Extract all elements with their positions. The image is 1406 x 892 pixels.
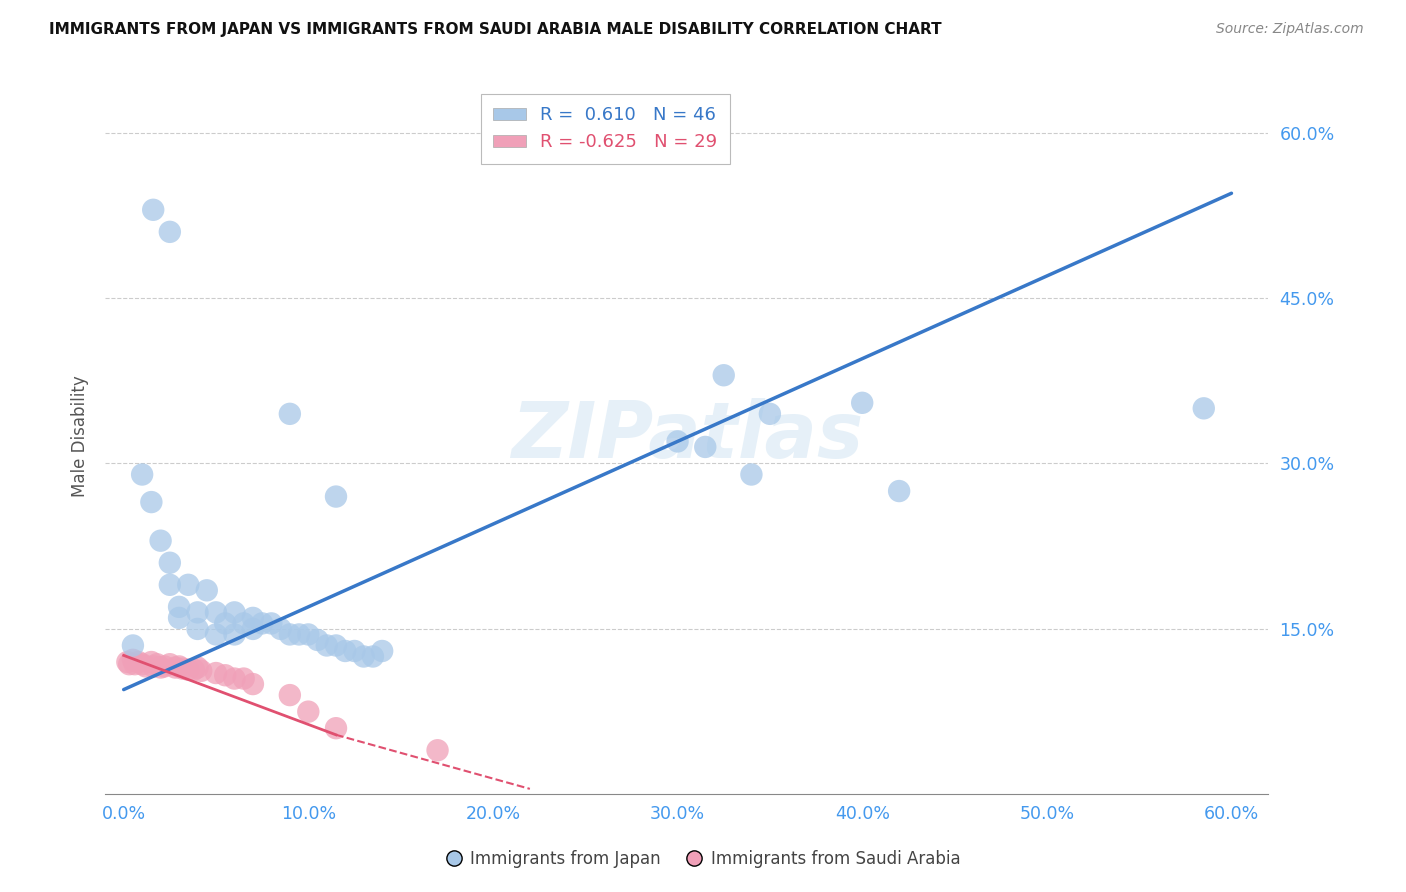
Point	[159, 225, 181, 239]
Point	[142, 202, 165, 217]
Point	[335, 644, 357, 658]
Point	[195, 583, 218, 598]
Point	[118, 657, 141, 672]
Point	[713, 368, 735, 383]
Point	[250, 616, 273, 631]
Point	[361, 649, 384, 664]
Point	[278, 407, 301, 421]
Point	[159, 556, 181, 570]
Point	[177, 578, 200, 592]
Point	[740, 467, 762, 482]
Point	[131, 657, 153, 672]
Point	[186, 660, 208, 674]
Point	[177, 663, 200, 677]
Point	[759, 407, 782, 421]
Point	[122, 639, 145, 653]
Y-axis label: Male Disability: Male Disability	[72, 375, 89, 497]
Point	[167, 659, 190, 673]
Text: Source: ZipAtlas.com: Source: ZipAtlas.com	[1216, 22, 1364, 37]
Point	[1192, 401, 1215, 416]
Point	[141, 495, 163, 509]
Point	[141, 655, 163, 669]
Point	[242, 622, 264, 636]
Point	[325, 490, 347, 504]
Point	[343, 644, 366, 658]
Legend: R =  0.610   N = 46, R = -0.625   N = 29: R = 0.610 N = 46, R = -0.625 N = 29	[481, 94, 730, 164]
Point	[205, 666, 228, 681]
Point	[242, 677, 264, 691]
Point	[353, 649, 375, 664]
Point	[242, 611, 264, 625]
Point	[224, 627, 246, 641]
Text: IMMIGRANTS FROM JAPAN VS IMMIGRANTS FROM SAUDI ARABIA MALE DISABILITY CORRELATIO: IMMIGRANTS FROM JAPAN VS IMMIGRANTS FROM…	[49, 22, 942, 37]
Point	[149, 660, 172, 674]
Point	[214, 616, 236, 631]
Point	[325, 639, 347, 653]
Point	[183, 663, 205, 677]
Point	[278, 688, 301, 702]
Point	[232, 616, 254, 631]
Point	[153, 659, 176, 673]
Point	[371, 644, 394, 658]
Point	[159, 657, 181, 672]
Point	[205, 606, 228, 620]
Point	[205, 627, 228, 641]
Point	[124, 657, 146, 672]
Point	[122, 653, 145, 667]
Point	[695, 440, 717, 454]
Point	[167, 611, 190, 625]
Point	[135, 659, 157, 673]
Point	[117, 655, 139, 669]
Point	[232, 672, 254, 686]
Point	[186, 606, 208, 620]
Point	[190, 664, 212, 678]
Point	[165, 660, 187, 674]
Point	[666, 434, 689, 449]
Point	[297, 627, 319, 641]
Point	[260, 616, 283, 631]
Point	[426, 743, 449, 757]
Point	[887, 484, 910, 499]
Legend: Immigrants from Japan, Immigrants from Saudi Arabia: Immigrants from Japan, Immigrants from S…	[439, 844, 967, 875]
Point	[172, 662, 194, 676]
Point	[315, 639, 337, 653]
Point	[149, 533, 172, 548]
Point	[167, 599, 190, 614]
Point	[307, 632, 329, 647]
Point	[224, 606, 246, 620]
Point	[278, 627, 301, 641]
Point	[159, 578, 181, 592]
Point	[142, 659, 165, 673]
Point	[325, 721, 347, 735]
Point	[131, 467, 153, 482]
Point	[214, 668, 236, 682]
Point	[851, 396, 873, 410]
Point	[224, 672, 246, 686]
Point	[297, 705, 319, 719]
Point	[146, 657, 169, 672]
Point	[270, 622, 292, 636]
Point	[127, 655, 149, 669]
Point	[186, 622, 208, 636]
Point	[288, 627, 311, 641]
Text: ZIPatlas: ZIPatlas	[510, 398, 863, 474]
